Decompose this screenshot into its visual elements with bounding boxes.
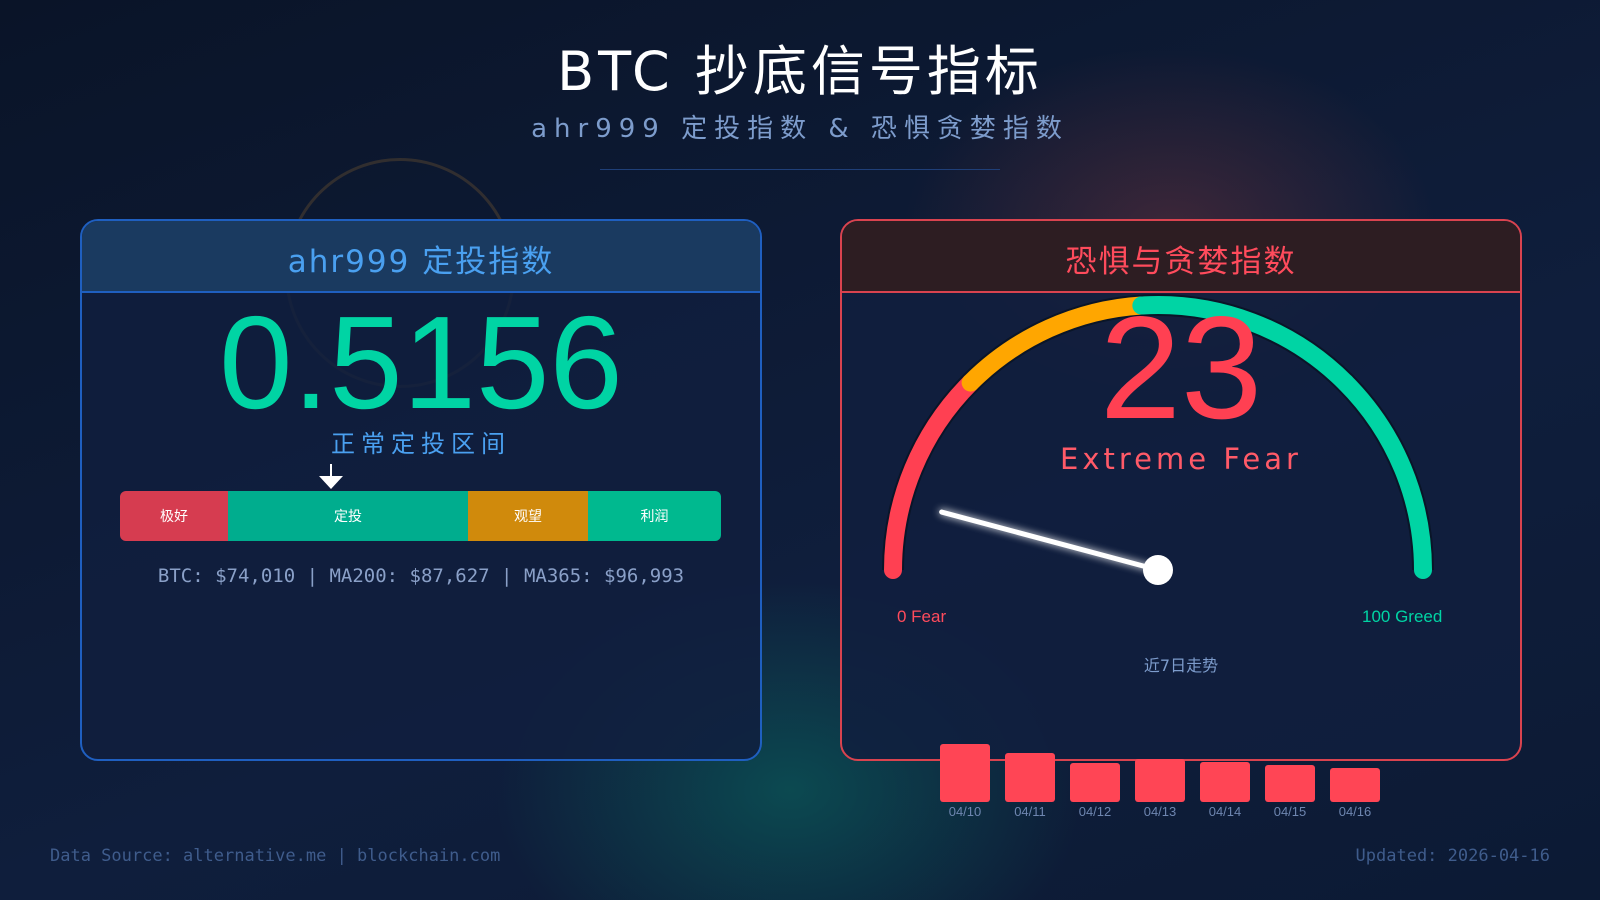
trend-bar-group: 04/15	[1265, 720, 1315, 820]
trend-bar-label: 04/14	[1208, 804, 1242, 819]
scale-segment: 定投	[228, 491, 468, 541]
scale-segment: 观望	[468, 491, 588, 541]
segment-label: 利润	[640, 509, 669, 525]
segment-label: 定投	[334, 509, 362, 525]
trend-title: 近7日走势	[1143, 656, 1219, 675]
fear-greed-gauge	[882, 294, 1434, 585]
fear-greed-card: 恐惧与贪婪指数 23 Extreme Fear 0 Fear 100 Greed…	[840, 219, 1522, 761]
trend-bar	[1330, 767, 1380, 802]
trend-bar-group: 04/13	[1135, 720, 1185, 820]
ahr999-scale: 极好 定投 观望 利润	[120, 491, 721, 541]
trend-bar	[1265, 764, 1315, 802]
trend-bar-label: 04/16	[1338, 804, 1372, 819]
gauge-needle	[939, 509, 1161, 573]
ahr999-value: 0.5156	[219, 289, 623, 436]
trend-bar-label: 04/11	[1014, 804, 1046, 819]
gauge-arc-extreme-greed	[1336, 373, 1432, 579]
trend-bar-group: 04/12	[1070, 720, 1120, 820]
segment-label: 观望	[514, 509, 542, 525]
trend-bar	[1135, 758, 1185, 802]
page-subtitle: ahr999 定投指数 & 恐惧贪婪指数	[531, 114, 1069, 144]
trend-bar-group: 04/11	[1005, 720, 1055, 820]
scale-segment: 极好	[120, 491, 228, 541]
updated-time: Updated: 2026-04-16	[1355, 846, 1550, 866]
ahr999-card-title: ahr999 定投指数	[82, 221, 760, 293]
gauge-max-label: 100 Greed	[1362, 607, 1443, 626]
page-title: BTC 抄底信号指标	[557, 40, 1043, 103]
trend-bar-group: 04/16	[1330, 720, 1380, 820]
ahr999-card: ahr999 定投指数 0.5156 正常定投区间 极好 定投 观望 利润 BT…	[80, 219, 762, 761]
trend-bar-label: 04/15	[1273, 804, 1307, 819]
fear-greed-card-title: 恐惧与贪婪指数	[842, 221, 1520, 293]
gauge-arc-greed	[1132, 296, 1355, 392]
gauge-arc-neutral	[961, 296, 1151, 392]
trend-bar-label: 04/13	[1143, 804, 1177, 819]
trend-bar-label: 04/12	[1078, 804, 1112, 819]
scale-segment: 利润	[588, 491, 721, 541]
trend-bar	[1070, 763, 1120, 802]
trend-bar	[940, 743, 990, 802]
data-source: Data Source: alternative.me | blockchain…	[50, 846, 501, 866]
trend-bar-group: 04/14	[1200, 720, 1250, 820]
trend-bar-group: 04/10	[940, 720, 990, 820]
gauge-hub	[1143, 555, 1173, 585]
price-summary: BTC: $74,010 | MA200: $87,627 | MA365: $…	[157, 565, 685, 587]
trend-bar-chart: 04/10 04/11 04/12 04/13 04/14 04/15 04/16	[940, 720, 1380, 820]
trend-bar-label: 04/10	[948, 804, 982, 819]
divider	[600, 169, 1000, 170]
trend-bar	[1005, 752, 1055, 802]
fear-greed-label: Extreme Fear	[1060, 442, 1302, 476]
segment-label: 极好	[160, 509, 188, 525]
ahr999-zone: 正常定投区间	[331, 430, 511, 458]
gauge-min-label: 0 Fear	[897, 607, 947, 626]
arrow-down-icon	[319, 464, 343, 489]
gauge-arc-fear	[884, 373, 980, 579]
trend-bar	[1200, 761, 1250, 802]
fear-greed-value: 23	[1099, 286, 1263, 449]
